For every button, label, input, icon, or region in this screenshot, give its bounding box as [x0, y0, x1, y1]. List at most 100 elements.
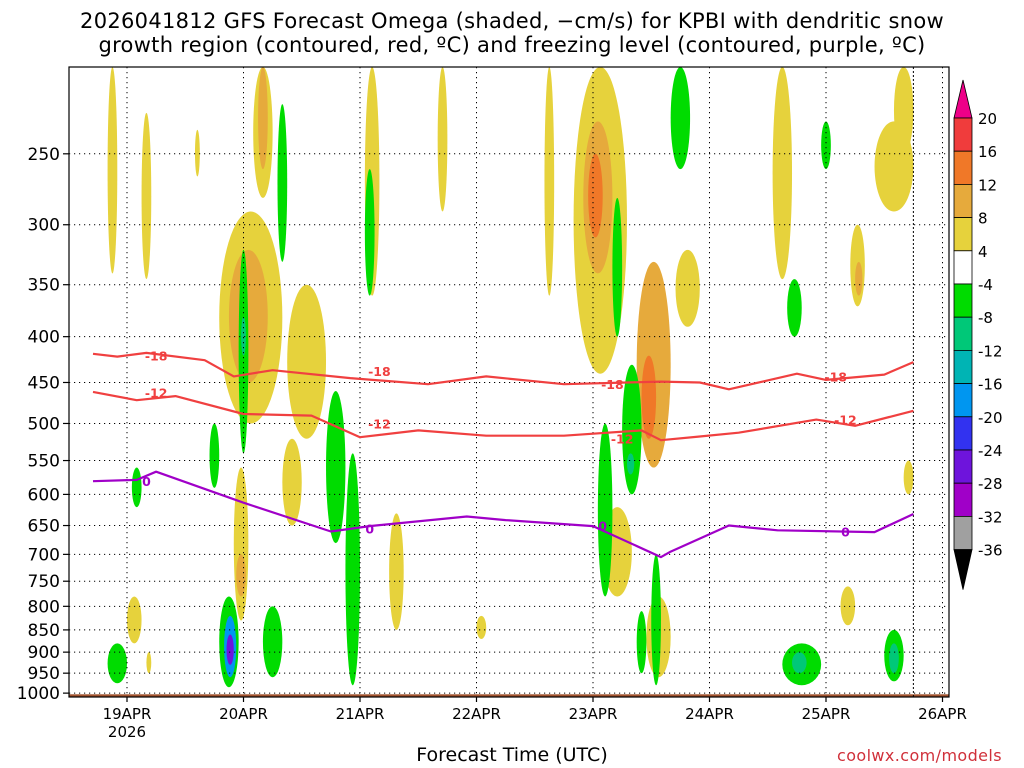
y-tick-label: 850 — [28, 621, 60, 641]
omega-cell — [651, 554, 661, 686]
omega-cell — [282, 438, 302, 526]
omega-cell — [209, 423, 220, 488]
omega-cell — [389, 513, 404, 630]
y-tick-label: 800 — [28, 597, 60, 617]
colorbar-swatch — [953, 416, 973, 451]
x-tick-sublabel: 2026 — [108, 723, 146, 741]
x-tick-label: 22APR — [452, 705, 501, 723]
y-tick-label: 950 — [28, 664, 60, 684]
omega-cell — [544, 67, 555, 296]
omega-cell — [597, 423, 613, 597]
x-tick-label: 20APR — [219, 705, 268, 723]
contour-label: -12 — [611, 432, 634, 447]
colorbar: 20 16 12 8 4 -4 -8 -12 -16 -20 -24 -28 -32 -36 — [953, 79, 1003, 590]
colorbar-label: 12 — [978, 176, 997, 194]
colorbar-label: -24 — [978, 442, 1003, 460]
contour--12 — [92, 390, 914, 442]
colorbar-label: -8 — [978, 309, 993, 327]
omega-cell — [889, 643, 899, 674]
x-tick-label: 23APR — [569, 705, 618, 723]
colorbar-swatch — [953, 117, 973, 152]
y-tick-label: 350 — [28, 276, 60, 296]
omega-cell — [675, 249, 700, 327]
ground-bar — [69, 694, 949, 697]
omega-cell — [146, 652, 152, 674]
omega-cell — [622, 364, 642, 495]
contour-label: -18 — [601, 377, 624, 392]
chart-title-line1: 2026041812 GFS Forecast Omega (shaded, −… — [80, 9, 944, 33]
contour-layer: -18 -18 -18 -18 -12 -12 -12 -12 0 0 0 0 — [92, 349, 914, 559]
colorbar-swatch — [953, 316, 973, 351]
colorbar-label: -12 — [978, 342, 1003, 360]
y-tick-label: 900 — [28, 643, 60, 663]
omega-cell — [893, 67, 914, 154]
axis-ticks: 2503003504004505005506006507007508008509… — [17, 145, 967, 741]
omega-cell — [772, 67, 793, 280]
omega-cell — [636, 611, 647, 674]
x-tick-label: 19APR — [103, 705, 152, 723]
colorbar-swatch — [953, 150, 973, 185]
y-tick-label: 500 — [28, 414, 60, 434]
y-tick-label: 650 — [28, 517, 60, 537]
colorbar-label: -28 — [978, 475, 1003, 493]
omega-cell — [236, 554, 246, 597]
omega-cell — [141, 112, 152, 280]
omega-cell — [437, 67, 448, 212]
colorbar-top-arrow — [953, 79, 973, 119]
omega-cell — [855, 261, 863, 296]
colorbar-swatch — [953, 217, 973, 252]
y-tick-label: 550 — [28, 452, 60, 472]
colorbar-swatch — [953, 516, 973, 551]
contour-label: 0 — [598, 519, 607, 534]
contour-label: -12 — [145, 386, 168, 401]
colorbar-label: 16 — [978, 143, 997, 161]
omega-cell — [233, 467, 249, 621]
colorbar-label: -32 — [978, 508, 1003, 526]
omega-cell — [241, 316, 246, 356]
y-tick-label: 750 — [28, 572, 60, 592]
omega-cell — [262, 606, 283, 678]
omega-cell — [588, 153, 603, 238]
omega-cell — [258, 67, 268, 170]
omega-cell — [127, 596, 142, 644]
chart-title-line2: growth region (contoured, red, ºC) and f… — [98, 33, 926, 57]
contour--18 — [92, 351, 914, 391]
omega-cell — [107, 67, 118, 274]
colorbar-label: 8 — [978, 210, 988, 228]
omega-cell — [612, 197, 623, 337]
grid-lines — [69, 67, 949, 697]
colorbar-swatch — [953, 449, 973, 484]
omega-cell — [107, 643, 127, 684]
colorbar-swatch — [953, 283, 973, 318]
omega-cell — [641, 355, 657, 439]
y-tick-label: 400 — [28, 328, 60, 348]
omega-cell — [287, 284, 327, 439]
colorbar-label: -20 — [978, 409, 1003, 427]
colorbar-swatch — [953, 250, 973, 285]
omega-cell — [131, 467, 142, 508]
contour-label: -12 — [368, 416, 391, 431]
contour-label: -18 — [368, 364, 391, 379]
y-tick-label: 250 — [28, 145, 60, 165]
colorbar-swatch — [953, 349, 973, 384]
colorbar-label: -16 — [978, 376, 1003, 394]
omega-cell — [792, 652, 807, 674]
omega-cell — [226, 634, 234, 665]
contour-0 — [92, 470, 914, 559]
omega-cell — [626, 453, 635, 475]
colorbar-label: 4 — [978, 243, 988, 261]
omega-cell — [277, 104, 288, 262]
y-tick-label: 300 — [28, 216, 60, 236]
credit-link[interactable]: coolwx.com/models — [837, 746, 1002, 765]
x-tick-label: 25APR — [802, 705, 851, 723]
contour-label: 0 — [365, 522, 374, 537]
y-tick-label: 600 — [28, 485, 60, 505]
contour-label: -18 — [824, 369, 847, 384]
plot-area — [69, 67, 949, 697]
x-axis-label: Forecast Time (UTC) — [416, 744, 608, 766]
x-tick-label: 24APR — [685, 705, 734, 723]
colorbar-label: -36 — [978, 542, 1003, 560]
y-tick-label: 1000 — [17, 684, 60, 704]
omega-cell — [670, 67, 691, 170]
contour-label: -12 — [834, 413, 857, 428]
